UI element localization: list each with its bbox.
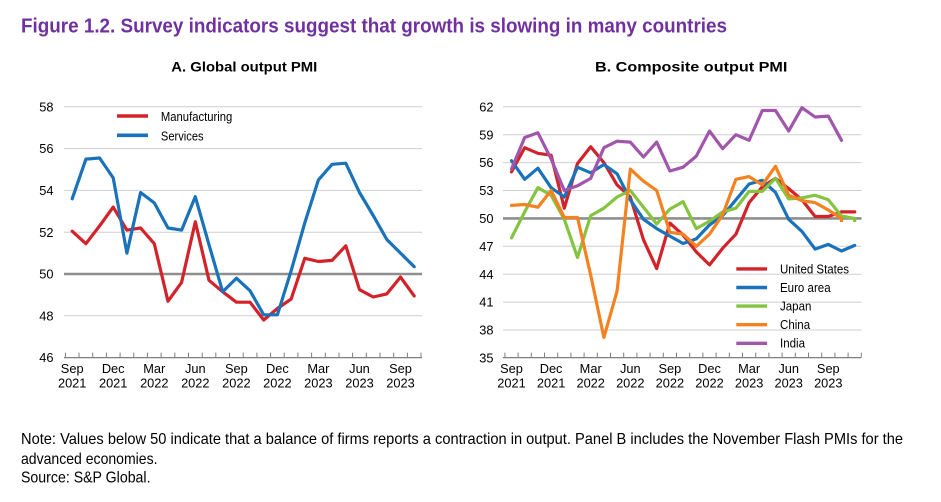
svg-text:Jun: Jun	[185, 361, 206, 376]
svg-text:Euro area: Euro area	[780, 280, 831, 295]
svg-text:Manufacturing: Manufacturing	[161, 109, 232, 124]
svg-text:2021: 2021	[497, 375, 525, 390]
svg-text:2022: 2022	[263, 375, 291, 390]
svg-text:Note: Values below 50 indicate: Note: Values below 50 indicate that a ba…	[21, 431, 903, 448]
svg-text:Services: Services	[161, 128, 204, 143]
svg-text:Mar: Mar	[738, 361, 761, 376]
svg-text:56: 56	[479, 155, 493, 170]
svg-text:50: 50	[39, 267, 53, 282]
svg-text:62: 62	[479, 99, 493, 114]
svg-text:50: 50	[479, 211, 493, 226]
svg-text:Dec: Dec	[540, 361, 563, 376]
svg-text:2022: 2022	[616, 375, 644, 390]
svg-text:Japan: Japan	[780, 299, 811, 314]
svg-text:48: 48	[39, 308, 53, 323]
svg-text:2021: 2021	[58, 375, 86, 390]
svg-text:Dec: Dec	[698, 361, 721, 376]
svg-text:Sep: Sep	[225, 361, 248, 376]
svg-text:2022: 2022	[140, 375, 168, 390]
svg-text:China: China	[780, 317, 811, 332]
svg-text:2023: 2023	[814, 375, 842, 390]
svg-text:2021: 2021	[99, 375, 127, 390]
svg-text:38: 38	[479, 323, 493, 338]
svg-text:Sep: Sep	[659, 361, 682, 376]
svg-text:2023: 2023	[345, 375, 373, 390]
svg-text:2022: 2022	[222, 375, 250, 390]
svg-text:2022: 2022	[656, 375, 684, 390]
svg-text:2021: 2021	[537, 375, 565, 390]
svg-text:Mar: Mar	[307, 361, 330, 376]
svg-text:54: 54	[39, 183, 53, 198]
svg-text:2022: 2022	[181, 375, 209, 390]
svg-text:A. Global output PMI: A. Global output PMI	[171, 59, 317, 75]
svg-text:Source: S&P Global.: Source: S&P Global.	[21, 469, 151, 486]
svg-text:44: 44	[479, 267, 493, 282]
svg-text:35: 35	[479, 351, 493, 366]
svg-text:56: 56	[39, 141, 53, 156]
svg-text:52: 52	[39, 225, 53, 240]
svg-text:53: 53	[479, 183, 493, 198]
svg-text:B. Composite output PMI: B. Composite output PMI	[595, 59, 787, 75]
svg-text:46: 46	[39, 350, 53, 365]
svg-text:Jun: Jun	[778, 361, 799, 376]
svg-text:47: 47	[479, 239, 493, 254]
svg-text:2022: 2022	[576, 375, 604, 390]
svg-text:Dec: Dec	[102, 361, 125, 376]
svg-text:41: 41	[479, 295, 493, 310]
svg-text:Jun: Jun	[620, 361, 641, 376]
svg-text:Mar: Mar	[143, 361, 166, 376]
svg-text:Sep: Sep	[61, 361, 84, 376]
svg-text:2023: 2023	[735, 375, 763, 390]
svg-text:Sep: Sep	[389, 361, 412, 376]
svg-text:Jun: Jun	[349, 361, 370, 376]
svg-text:59: 59	[479, 127, 493, 142]
svg-text:2023: 2023	[774, 375, 802, 390]
svg-text:India: India	[780, 336, 806, 351]
svg-text:advanced economies.: advanced economies.	[21, 451, 158, 468]
svg-text:Figure 1.2. Survey indicators: Figure 1.2. Survey indicators suggest th…	[21, 15, 727, 38]
svg-text:Dec: Dec	[266, 361, 289, 376]
svg-text:2023: 2023	[386, 375, 414, 390]
svg-text:2022: 2022	[695, 375, 723, 390]
svg-text:Mar: Mar	[580, 361, 603, 376]
svg-text:Sep: Sep	[817, 361, 840, 376]
svg-text:58: 58	[39, 99, 53, 114]
svg-text:2023: 2023	[304, 375, 332, 390]
svg-text:Sep: Sep	[500, 361, 523, 376]
svg-text:United States: United States	[780, 261, 849, 276]
